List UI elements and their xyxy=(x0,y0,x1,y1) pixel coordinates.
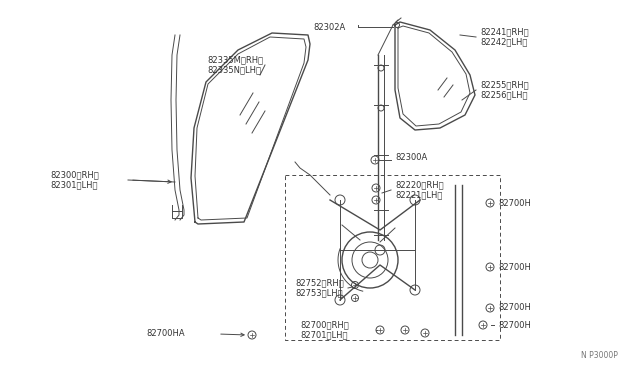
Text: 82300〈RH〉: 82300〈RH〉 xyxy=(50,170,99,180)
Text: 82301〈LH〉: 82301〈LH〉 xyxy=(50,180,97,189)
Text: 82753〈LH〉: 82753〈LH〉 xyxy=(295,289,342,298)
Text: 82241〈RH〉: 82241〈RH〉 xyxy=(480,28,529,36)
Text: 82700H: 82700H xyxy=(498,304,531,312)
Text: 82242〈LH〉: 82242〈LH〉 xyxy=(480,38,527,46)
Text: 82255〈RH〉: 82255〈RH〉 xyxy=(480,80,529,90)
Text: 82700H: 82700H xyxy=(498,321,531,330)
Text: 82220〈RH〉: 82220〈RH〉 xyxy=(395,180,444,189)
Text: N P3000P: N P3000P xyxy=(581,351,618,360)
Text: 82701〈LH〉: 82701〈LH〉 xyxy=(300,330,348,340)
Text: 82256〈LH〉: 82256〈LH〉 xyxy=(480,90,527,99)
Text: 82700H: 82700H xyxy=(498,199,531,208)
Text: 82221〈LH〉: 82221〈LH〉 xyxy=(395,190,442,199)
Text: 82752〈RH〉: 82752〈RH〉 xyxy=(295,279,344,288)
Text: 82335N〈LH〉: 82335N〈LH〉 xyxy=(207,65,261,74)
Text: 82335M〈RH〉: 82335M〈RH〉 xyxy=(207,55,263,64)
Text: 82700〈RH〉: 82700〈RH〉 xyxy=(300,321,349,330)
Text: 82302A: 82302A xyxy=(313,22,345,32)
Text: 82700H: 82700H xyxy=(498,263,531,272)
Text: 82300A: 82300A xyxy=(395,154,428,163)
Text: 82700HA: 82700HA xyxy=(147,328,185,337)
